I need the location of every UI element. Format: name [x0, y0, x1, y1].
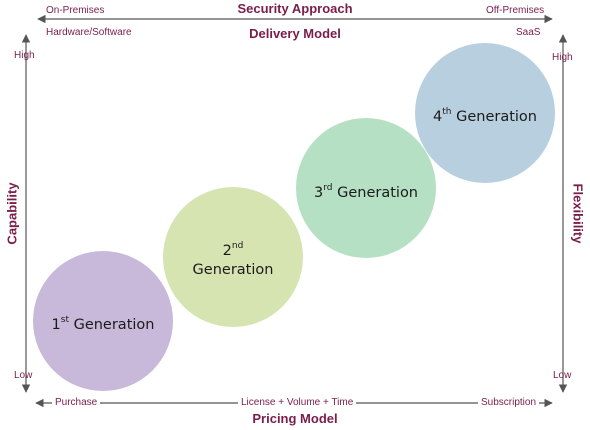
generation-4-circle: [415, 43, 555, 183]
generation-2-label: 2nd Generation: [163, 238, 303, 280]
flexibility-axis-title: Flexibility: [570, 183, 586, 244]
generation-1-word: Generation: [73, 316, 155, 333]
generation-1-label: 1st Generation: [33, 312, 173, 335]
generation-3-word: Generation: [337, 184, 418, 201]
pricing-model-title: Pricing Model: [252, 411, 338, 426]
generation-4-number: 4: [433, 108, 443, 125]
generation-4-label: 4th Generation: [415, 104, 555, 127]
generation-4-word: Generation: [456, 108, 537, 125]
purchase-label: Purchase: [52, 397, 101, 408]
generation-3-suffix: rd: [323, 183, 333, 193]
capability-low-label: Low: [14, 370, 33, 381]
on-premises-label: On-Premises: [46, 5, 105, 16]
saas-label: SaaS: [516, 27, 541, 38]
generation-2-suffix: nd: [231, 241, 244, 251]
generation-1-suffix: st: [60, 315, 69, 325]
generation-1-circle: [33, 251, 173, 391]
generation-3-label: 3rd Generation: [296, 180, 436, 203]
generation-2-word: Generation: [192, 261, 274, 278]
generation-1-number: 1: [51, 316, 61, 333]
flexibility-high-label: High: [552, 52, 573, 63]
capability-axis-title: Capability: [4, 182, 20, 245]
security-approach-title: Security Approach: [237, 1, 353, 16]
generation-3-number: 3: [314, 184, 324, 201]
flexibility-low-label: Low: [553, 370, 572, 381]
generation-4-suffix: th: [442, 107, 452, 117]
capability-high-label: High: [14, 50, 35, 61]
license-volume-time-label: License + Volume + Time: [238, 397, 357, 408]
generation-2-circle: [163, 187, 303, 327]
off-premises-label: Off-Premises: [486, 5, 545, 16]
delivery-model-title: Delivery Model: [249, 26, 341, 41]
subscription-label: Subscription: [478, 397, 540, 408]
generation-2-number: 2: [222, 242, 232, 259]
hardware-software-label: Hardware/Software: [46, 27, 132, 38]
generation-3-circle: [296, 118, 436, 258]
